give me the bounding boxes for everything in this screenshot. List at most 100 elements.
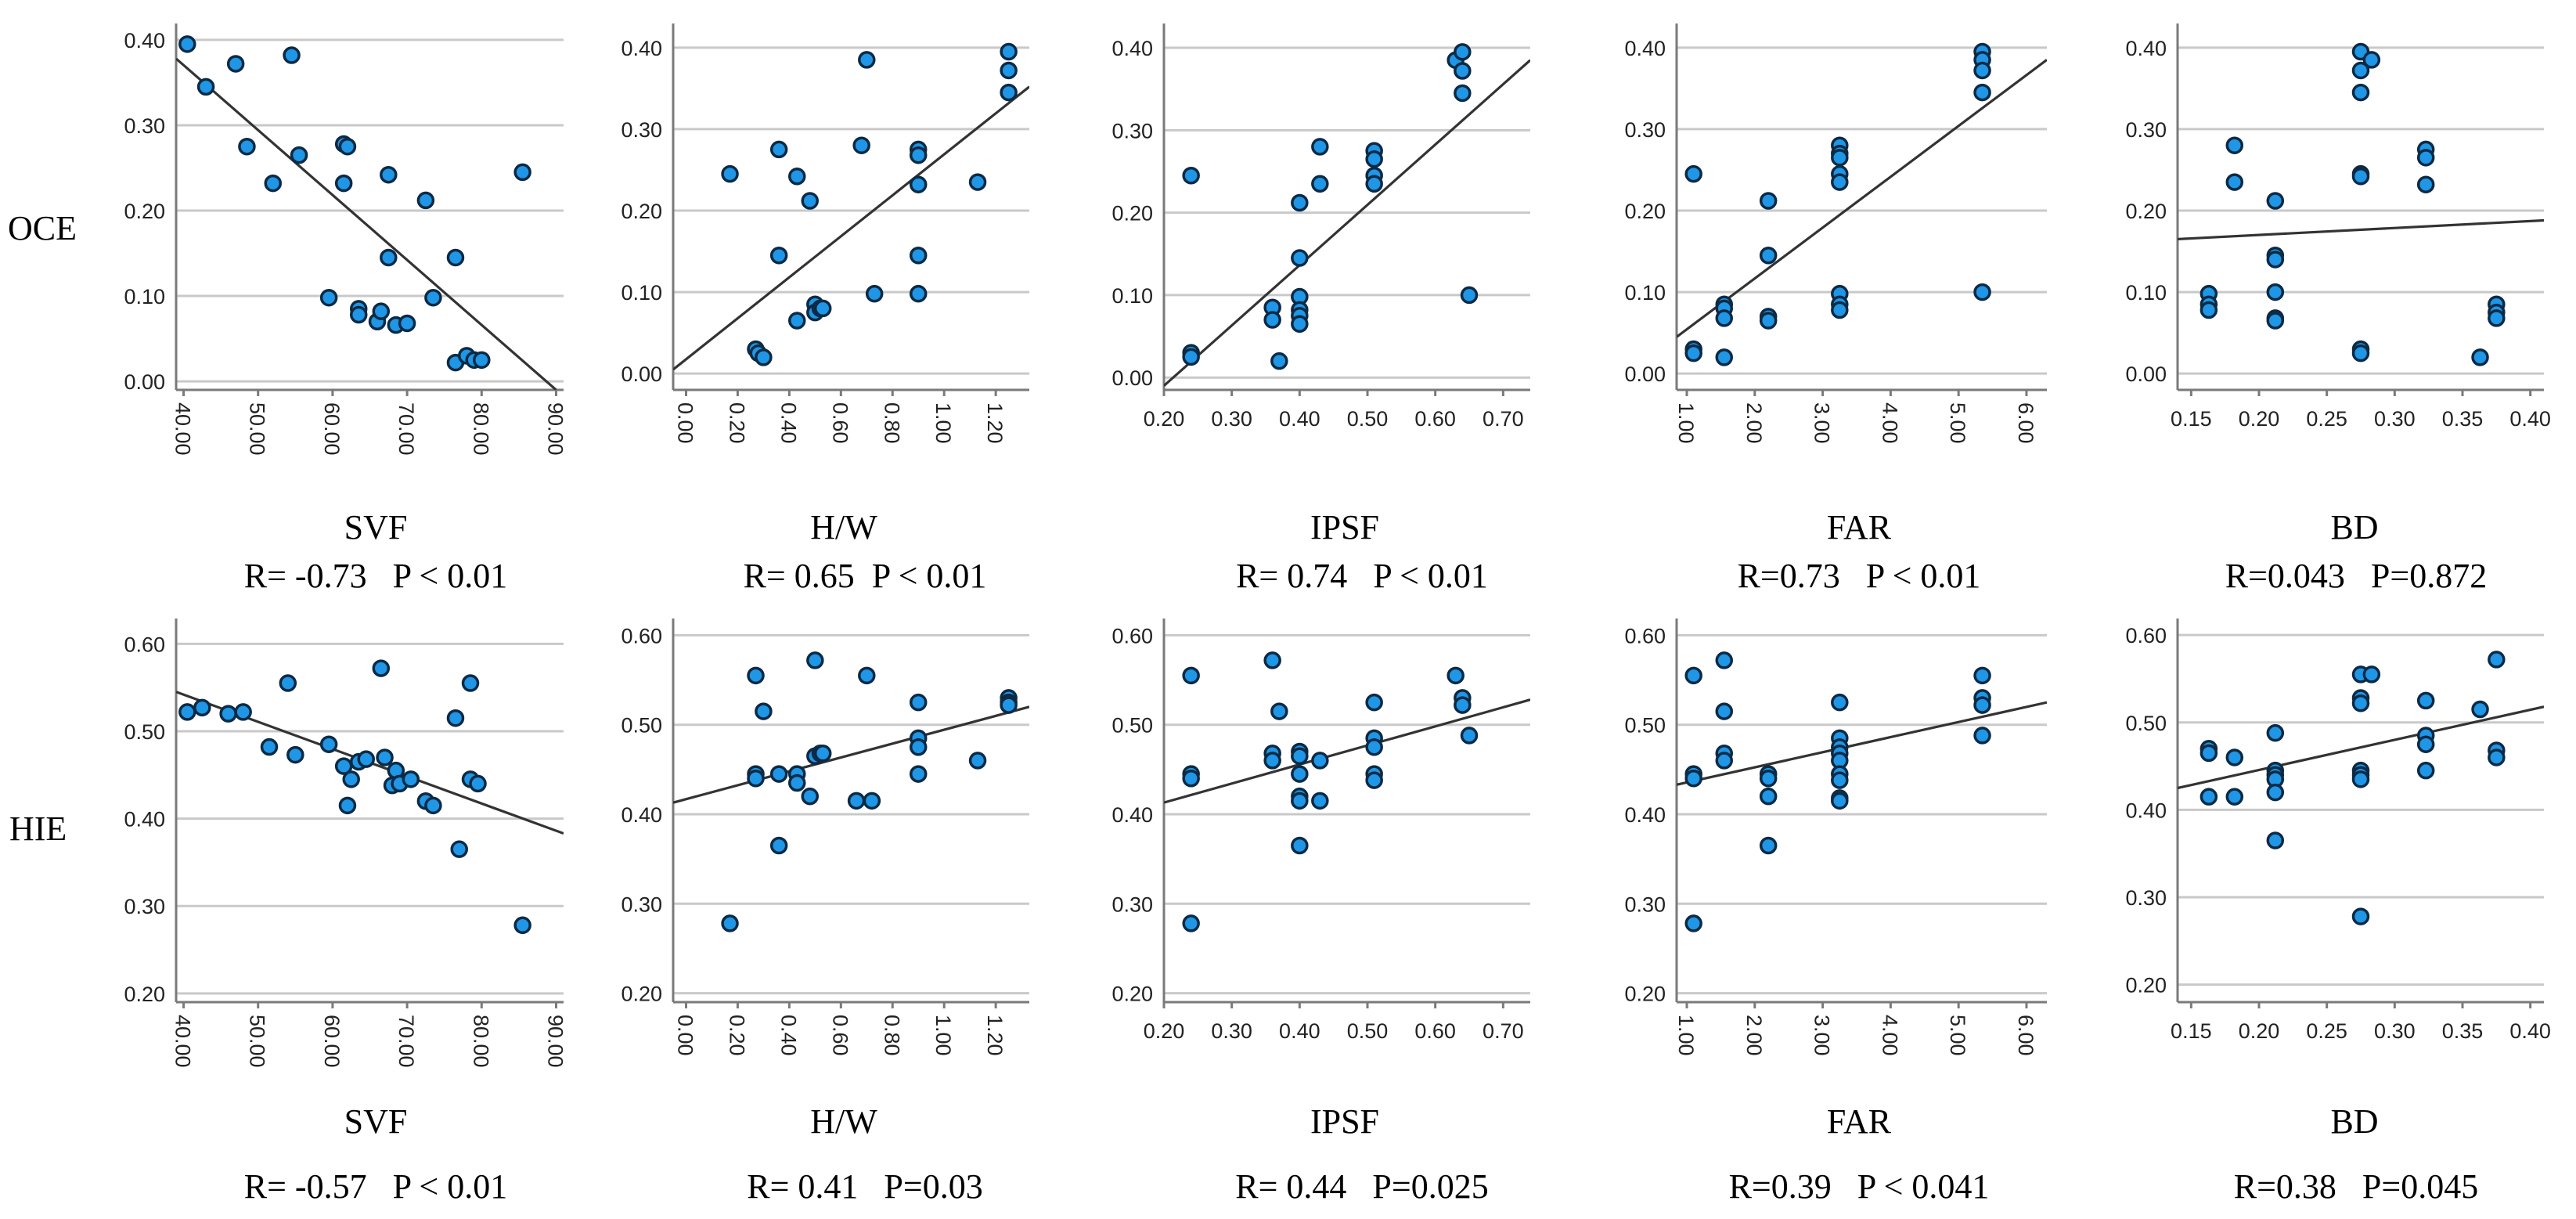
stat-hie-bd: R=0.38 P=0.045 (2234, 1167, 2478, 1206)
x-tick-label: 60.00 (320, 1015, 344, 1068)
y-tick-label: 0.30 (124, 114, 165, 138)
data-point (2416, 149, 2435, 167)
data-point (769, 836, 788, 855)
x-tick-label: 0.25 (2306, 1019, 2347, 1043)
data-point (2488, 651, 2506, 669)
y-tick-label: 0.20 (621, 983, 662, 1006)
row-label-oce: OCE (8, 209, 77, 247)
data-point (909, 247, 928, 265)
data-point (380, 248, 398, 267)
x-tick-label: 0.80 (880, 1015, 903, 1056)
panel-oce-ipsf: 0.00 0.10 0.20 0.30 0.40 0.20 0.30 0.40 0.50 0.60… (1111, 23, 1530, 431)
y-tick-label: 0.40 (621, 37, 662, 60)
data-point (858, 666, 876, 685)
data-point (1311, 175, 1329, 193)
y-tick-label: 0.30 (2125, 886, 2167, 910)
data-point (2351, 61, 2370, 80)
data-point (1291, 315, 1309, 334)
data-point (446, 248, 465, 267)
y-tick-label: 0.30 (1624, 893, 1666, 916)
data-point (338, 796, 357, 815)
data-point (2416, 761, 2435, 780)
data-point (1291, 792, 1309, 810)
data-point (1182, 167, 1200, 185)
data-point (513, 916, 531, 935)
x-tick-label: 50.00 (246, 402, 269, 456)
x-tick-label: 1.20 (983, 402, 1007, 444)
xlabel-oce-far: FAR (1827, 508, 1892, 546)
x-tick-label: 0.35 (2442, 1019, 2484, 1043)
x-tick-label: 0.50 (1347, 1019, 1389, 1043)
xlabel-oce-bd: BD (2330, 508, 2378, 546)
data-point (2471, 700, 2489, 719)
data-point (788, 312, 806, 330)
data-point (357, 750, 375, 768)
data-point (178, 703, 196, 721)
data-point (1759, 192, 1778, 210)
x-tick-label: 0.60 (828, 1015, 852, 1056)
x-tick-label: 0.70 (1483, 407, 1524, 431)
data-point (2351, 83, 2370, 102)
y-tick-label: 0.50 (1624, 714, 1666, 738)
data-point (755, 702, 773, 720)
x-tick-label: 0.40 (1279, 407, 1320, 431)
data-point (1000, 61, 1018, 80)
data-point (1684, 770, 1702, 788)
x-tick-label: 5.00 (1946, 1015, 1969, 1056)
y-tick-label: 0.60 (124, 633, 165, 656)
data-point (1365, 150, 1383, 168)
data-point (2471, 348, 2489, 366)
data-point (909, 738, 928, 756)
y-tick-label: 0.10 (1624, 281, 1666, 305)
data-point (1000, 696, 1018, 714)
data-point (178, 35, 196, 53)
data-point (290, 146, 308, 164)
regression-line (673, 705, 1029, 804)
data-point (238, 137, 256, 156)
y-tick-label: 0.00 (621, 362, 662, 386)
data-point (1831, 173, 1849, 191)
x-tick-label: 40.00 (171, 1015, 195, 1068)
data-point (1759, 787, 1778, 806)
x-tick-label: 0.20 (1144, 407, 1185, 431)
data-point (2266, 251, 2285, 269)
xlabel-hie-svf: SVF (344, 1102, 408, 1141)
data-point (909, 146, 928, 164)
regression-line (176, 57, 557, 390)
data-point (2362, 665, 2381, 683)
data-point (769, 765, 788, 783)
xlabel-hie-hw: H/W (810, 1102, 877, 1141)
data-point (1973, 283, 1991, 301)
y-tick-label: 0.20 (621, 200, 662, 223)
data-point (755, 348, 773, 366)
data-point (469, 774, 487, 793)
y-tick-label: 0.20 (2125, 200, 2167, 223)
data-point (473, 351, 491, 370)
data-point (1291, 249, 1309, 267)
xlabel-hie-bd: BD (2330, 1102, 2378, 1141)
stat-hie-hw: R= 0.41 P=0.03 (747, 1167, 982, 1206)
y-tick-label: 0.10 (621, 281, 662, 305)
data-point (1715, 752, 1734, 770)
panel-oce-bd: 0.00 0.10 0.20 0.30 0.40 0.15 0.20 0.25 0.30 0.35… (2125, 23, 2551, 431)
data-point (2225, 136, 2244, 154)
y-tick-label: 0.20 (1111, 983, 1153, 1006)
data-point (219, 705, 237, 723)
data-point (226, 55, 245, 73)
x-tick-label: 0.40 (776, 402, 800, 444)
stat-oce-hw: R= 0.65 P < 0.01 (744, 557, 987, 595)
regression-line (1164, 698, 1530, 804)
x-tick-label: 40.00 (171, 402, 195, 456)
data-point (968, 752, 987, 770)
data-point (865, 284, 884, 303)
x-tick-label: 0.20 (1144, 1019, 1185, 1043)
panel-hie-far: 0.20 0.30 0.40 0.50 0.60 1.00 2.00 3.00 4.00 5.00… (1624, 619, 2047, 1056)
data-point (380, 165, 398, 184)
data-point (1454, 696, 1472, 714)
x-tick-label: 6.00 (2014, 402, 2037, 444)
data-point (813, 745, 832, 763)
y-tick-label: 0.20 (1624, 983, 1666, 1006)
data-point (286, 745, 304, 764)
data-point (334, 174, 353, 193)
regression-line (1677, 701, 2047, 786)
